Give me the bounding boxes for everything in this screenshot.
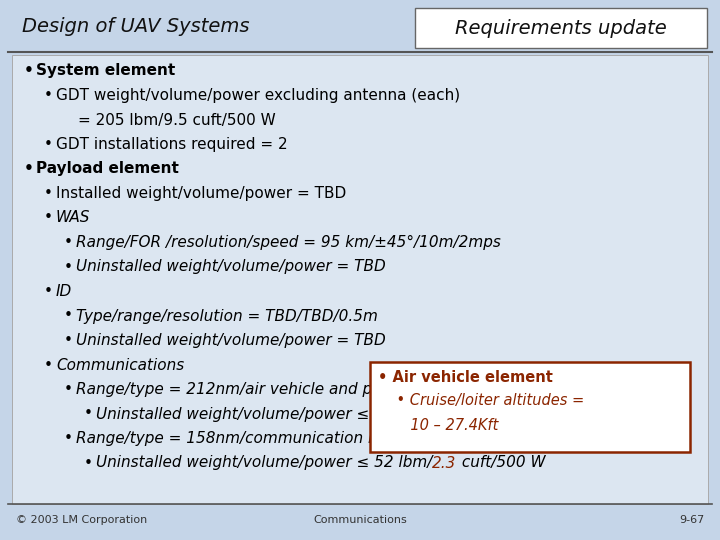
Text: •: • [64, 382, 73, 397]
Text: •: • [44, 137, 53, 152]
Text: © 2003 LM Corporation: © 2003 LM Corporation [16, 515, 148, 525]
Text: •: • [64, 333, 73, 348]
Text: Communications: Communications [56, 357, 184, 373]
Text: • Air vehicle element: • Air vehicle element [378, 369, 553, 384]
Text: WAS: WAS [56, 211, 91, 226]
Text: = 205 lbm/9.5 cuft/500 W: = 205 lbm/9.5 cuft/500 W [78, 112, 276, 127]
Text: 9-67: 9-67 [679, 515, 704, 525]
Bar [370, 362, 690, 452]
Text: Communications: Communications [313, 515, 407, 525]
Text: Payload element: Payload element [36, 161, 179, 177]
Text: •: • [64, 235, 73, 250]
Text: •: • [24, 161, 34, 177]
Text: GDT installations required = 2: GDT installations required = 2 [56, 137, 287, 152]
Text: Design of UAV Systems: Design of UAV Systems [22, 17, 250, 36]
Text: ID: ID [56, 284, 72, 299]
Text: • Cruise/loiter altitudes =: • Cruise/loiter altitudes = [378, 394, 584, 408]
Text: 10 – 27.4Kft: 10 – 27.4Kft [378, 417, 498, 433]
Text: Uninstalled weight/volume/power ≤ 52 lbm/: Uninstalled weight/volume/power ≤ 52 lbm… [96, 407, 433, 422]
Text: •: • [84, 456, 93, 470]
Text: 2.3: 2.3 [433, 407, 456, 422]
Text: •: • [84, 407, 93, 422]
Text: •: • [44, 186, 53, 201]
Text: Installed weight/volume/power = TBD: Installed weight/volume/power = TBD [56, 186, 346, 201]
Text: Uninstalled weight/volume/power = TBD: Uninstalled weight/volume/power = TBD [76, 333, 386, 348]
Text: System element: System element [36, 64, 175, 78]
Bar [415, 8, 707, 48]
Text: GDT weight/volume/power excluding antenna (each): GDT weight/volume/power excluding antenn… [56, 88, 460, 103]
Text: •: • [64, 308, 73, 323]
Text: •: • [24, 64, 34, 78]
Text: •: • [64, 431, 73, 446]
Text: Uninstalled weight/volume/power = TBD: Uninstalled weight/volume/power = TBD [76, 260, 386, 274]
Text: •: • [44, 211, 53, 226]
Text: 2.3: 2.3 [433, 456, 456, 470]
Text: •: • [44, 357, 53, 373]
Text: Uninstalled weight/volume/power ≤ 52 lbm/: Uninstalled weight/volume/power ≤ 52 lbm… [96, 456, 433, 470]
Text: Requirements update: Requirements update [455, 18, 667, 37]
Text: cuft/500 W: cuft/500 W [456, 456, 545, 470]
Text: Range/type = 158nm/communication relay: Range/type = 158nm/communication relay [76, 431, 406, 446]
Text: cuft/500 W: cuft/500 W [456, 407, 545, 422]
Bar [12, 55, 708, 504]
Text: Type/range/resolution = TBD/TBD/0.5m: Type/range/resolution = TBD/TBD/0.5m [76, 308, 378, 323]
Text: Range/FOR /resolution/speed = 95 km/±45°/10m/2mps: Range/FOR /resolution/speed = 95 km/±45°… [76, 235, 501, 250]
Text: Range/type = 212nm/air vehicle and payload C2I: Range/type = 212nm/air vehicle and paylo… [76, 382, 453, 397]
Text: •: • [44, 284, 53, 299]
Text: •: • [64, 260, 73, 274]
Text: •: • [44, 88, 53, 103]
